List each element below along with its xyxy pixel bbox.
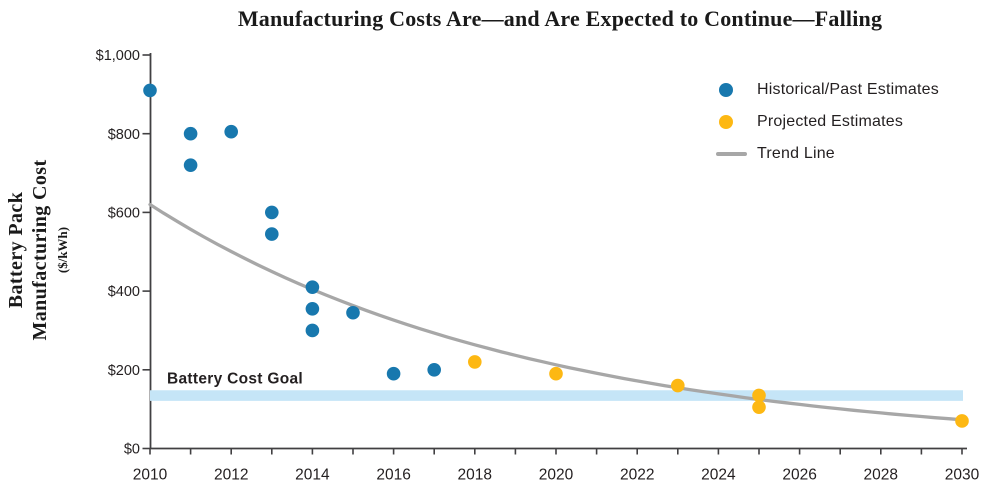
legend-item-trend: Trend Line	[716, 144, 939, 164]
chart-title: Manufacturing Costs Are—and Are Expected…	[237, 6, 883, 31]
historical-point	[305, 280, 320, 294]
battery-cost-goal-label: Battery Cost Goal	[167, 370, 303, 387]
historical-point	[427, 363, 442, 377]
y-tick-label: $400	[108, 284, 140, 300]
x-tick-label: 2028	[864, 467, 898, 484]
historical-point	[346, 305, 360, 320]
x-tick-label: 2016	[376, 467, 410, 484]
x-tick-label: 2018	[458, 467, 492, 484]
historical-point	[143, 83, 157, 98]
x-tick-label: 2022	[620, 467, 654, 484]
historical-point	[265, 227, 279, 241]
projected-point	[671, 378, 685, 393]
y-tick-label: $800	[108, 127, 140, 143]
projected-point	[549, 366, 563, 381]
historical-point	[386, 366, 401, 381]
x-tick-label: 2030	[945, 467, 980, 484]
historical-point	[305, 302, 320, 316]
legend-item-projected: Projected Estimates	[716, 112, 939, 132]
legend-label-projected: Projected Estimates	[757, 113, 904, 130]
y-tick-label: $0	[124, 442, 140, 458]
historical-point	[305, 323, 320, 338]
legend: Historical/Past Estimates Projected Esti…	[716, 80, 939, 164]
historical-point	[183, 158, 198, 172]
x-tick-label: 2020	[539, 467, 574, 484]
projected-dot-icon	[719, 115, 733, 129]
historical-dot-icon	[719, 83, 733, 97]
x-tick-label: 2014	[295, 467, 330, 484]
trend-line-icon	[716, 152, 747, 156]
historical-point	[224, 124, 238, 139]
projected-point	[752, 400, 766, 414]
y-tick-label: $1,000	[96, 48, 140, 64]
historical-point	[265, 205, 279, 220]
historical-point	[183, 126, 198, 141]
x-tick-label: 2024	[701, 467, 736, 484]
y-tick-label: $200	[108, 363, 140, 379]
projected-point	[752, 388, 766, 403]
x-tick-label: 2026	[782, 467, 816, 484]
x-tick-label: 2012	[214, 467, 248, 484]
trend-line	[148, 202, 964, 422]
legend-label-trend: Trend Line	[757, 145, 835, 162]
battery-cost-goal-band	[150, 390, 963, 401]
legend-label-historical: Historical/Past Estimates	[757, 81, 939, 98]
projected-point	[468, 355, 482, 369]
legend-item-historical: Historical/Past Estimates	[716, 80, 939, 100]
projected-point	[955, 414, 969, 428]
x-tick-label: 2010	[133, 467, 168, 484]
y-tick-label: $600	[108, 205, 140, 221]
